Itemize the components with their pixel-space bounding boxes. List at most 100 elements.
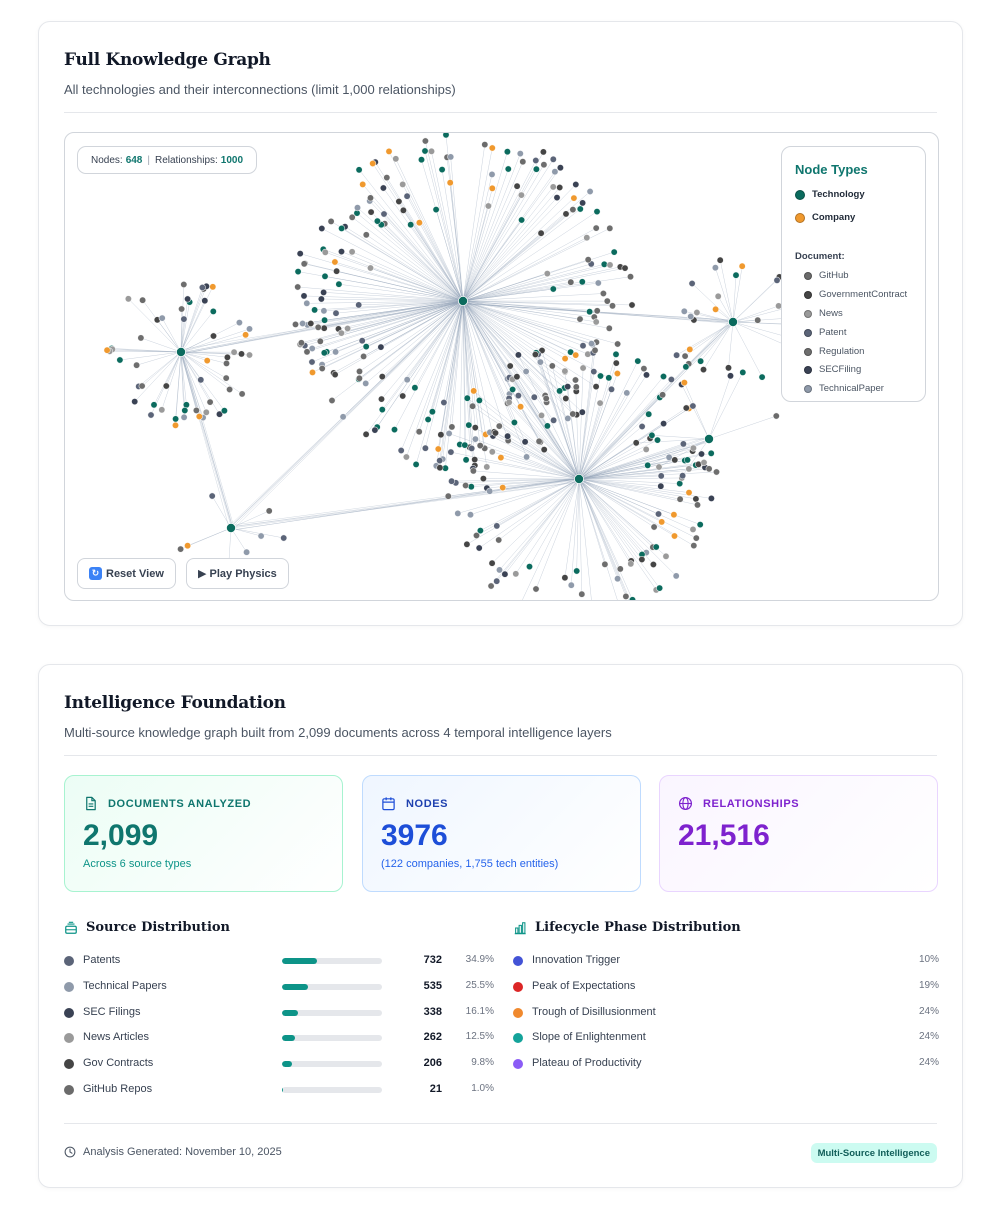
graph-node[interactable]	[513, 373, 521, 381]
graph-node[interactable]	[584, 256, 592, 264]
graph-node[interactable]	[362, 379, 370, 387]
graph-node[interactable]	[488, 448, 496, 456]
graph-node[interactable]	[201, 297, 209, 305]
graph-node[interactable]	[605, 374, 613, 382]
graph-node[interactable]	[321, 316, 329, 324]
graph-hub-node[interactable]	[573, 473, 584, 484]
graph-node[interactable]	[158, 314, 166, 322]
graph-node[interactable]	[362, 231, 370, 239]
graph-node[interactable]	[648, 431, 656, 439]
graph-node[interactable]	[605, 324, 613, 332]
graph-node[interactable]	[658, 518, 666, 526]
graph-node[interactable]	[693, 501, 701, 509]
graph-node[interactable]	[629, 596, 636, 601]
graph-node[interactable]	[697, 357, 705, 365]
graph-node[interactable]	[532, 156, 540, 164]
graph-node[interactable]	[593, 307, 601, 315]
graph-node[interactable]	[549, 285, 557, 293]
graph-node[interactable]	[222, 374, 230, 382]
graph-node[interactable]	[578, 590, 586, 598]
graph-node[interactable]	[628, 599, 634, 601]
graph-node[interactable]	[556, 164, 564, 172]
graph-node[interactable]	[586, 308, 594, 316]
graph-node[interactable]	[407, 221, 415, 229]
graph-node[interactable]	[309, 368, 317, 376]
graph-node[interactable]	[412, 460, 420, 468]
graph-node[interactable]	[434, 445, 442, 453]
graph-hub-node[interactable]	[225, 522, 236, 533]
graph-node[interactable]	[738, 262, 746, 270]
graph-node[interactable]	[318, 225, 326, 233]
graph-node[interactable]	[385, 147, 393, 155]
graph-node[interactable]	[634, 357, 642, 365]
graph-node[interactable]	[688, 280, 696, 288]
graph-node[interactable]	[180, 281, 188, 289]
graph-node[interactable]	[712, 468, 720, 476]
graph-node[interactable]	[535, 437, 543, 445]
graph-node[interactable]	[608, 302, 616, 310]
graph-node[interactable]	[206, 398, 214, 406]
graph-node[interactable]	[337, 329, 345, 337]
graph-node[interactable]	[479, 475, 487, 483]
graph-node[interactable]	[543, 422, 551, 430]
graph-node[interactable]	[645, 410, 653, 418]
graph-node[interactable]	[521, 438, 529, 446]
graph-node[interactable]	[138, 382, 146, 390]
graph-node[interactable]	[656, 584, 664, 592]
graph-node[interactable]	[716, 256, 724, 264]
graph-node[interactable]	[590, 368, 598, 376]
graph-node[interactable]	[242, 331, 250, 339]
graph-node[interactable]	[468, 444, 476, 452]
graph-node[interactable]	[587, 340, 595, 348]
graph-node[interactable]	[594, 279, 602, 287]
graph-node[interactable]	[333, 267, 341, 275]
graph-node[interactable]	[465, 421, 473, 429]
graph-node[interactable]	[650, 523, 658, 531]
graph-node[interactable]	[680, 379, 688, 387]
graph-node[interactable]	[592, 318, 600, 326]
graph-node[interactable]	[192, 406, 200, 414]
graph-node[interactable]	[320, 324, 328, 332]
graph-node[interactable]	[495, 422, 503, 430]
graph-node[interactable]	[493, 577, 501, 585]
graph-node[interactable]	[606, 224, 614, 232]
graph-node[interactable]	[654, 510, 662, 518]
graph-node[interactable]	[461, 441, 469, 449]
graph-node[interactable]	[567, 278, 575, 286]
graph-node[interactable]	[198, 284, 206, 292]
graph-node[interactable]	[522, 368, 530, 376]
graph-node[interactable]	[659, 373, 667, 381]
graph-node[interactable]	[593, 208, 601, 216]
graph-node[interactable]	[739, 368, 747, 376]
graph-node[interactable]	[693, 309, 701, 317]
graph-node[interactable]	[572, 351, 580, 359]
graph-node[interactable]	[700, 458, 708, 466]
graph-node[interactable]	[518, 599, 524, 601]
graph-node[interactable]	[530, 393, 538, 401]
graph-node[interactable]	[540, 161, 548, 169]
graph-node[interactable]	[392, 155, 400, 163]
graph-node[interactable]	[454, 509, 462, 517]
graph-node[interactable]	[139, 296, 147, 304]
graph-node[interactable]	[621, 264, 629, 272]
graph-node[interactable]	[380, 210, 388, 218]
graph-node[interactable]	[223, 359, 231, 367]
graph-hub-node[interactable]	[704, 433, 715, 444]
graph-node[interactable]	[682, 363, 690, 371]
graph-node[interactable]	[362, 343, 370, 351]
graph-node[interactable]	[360, 352, 368, 360]
graph-node[interactable]	[724, 364, 732, 372]
graph-node[interactable]	[472, 531, 480, 539]
graph-node[interactable]	[579, 364, 587, 372]
graph-node[interactable]	[321, 248, 329, 256]
graph-node[interactable]	[540, 446, 548, 454]
graph-node[interactable]	[124, 295, 132, 303]
graph-node[interactable]	[679, 472, 687, 480]
graph-node[interactable]	[438, 166, 446, 174]
graph-node[interactable]	[556, 387, 564, 395]
graph-node[interactable]	[230, 348, 238, 356]
graph-node[interactable]	[331, 258, 339, 266]
graph-node[interactable]	[655, 463, 663, 471]
graph-node[interactable]	[292, 320, 300, 328]
graph-node[interactable]	[506, 362, 514, 370]
